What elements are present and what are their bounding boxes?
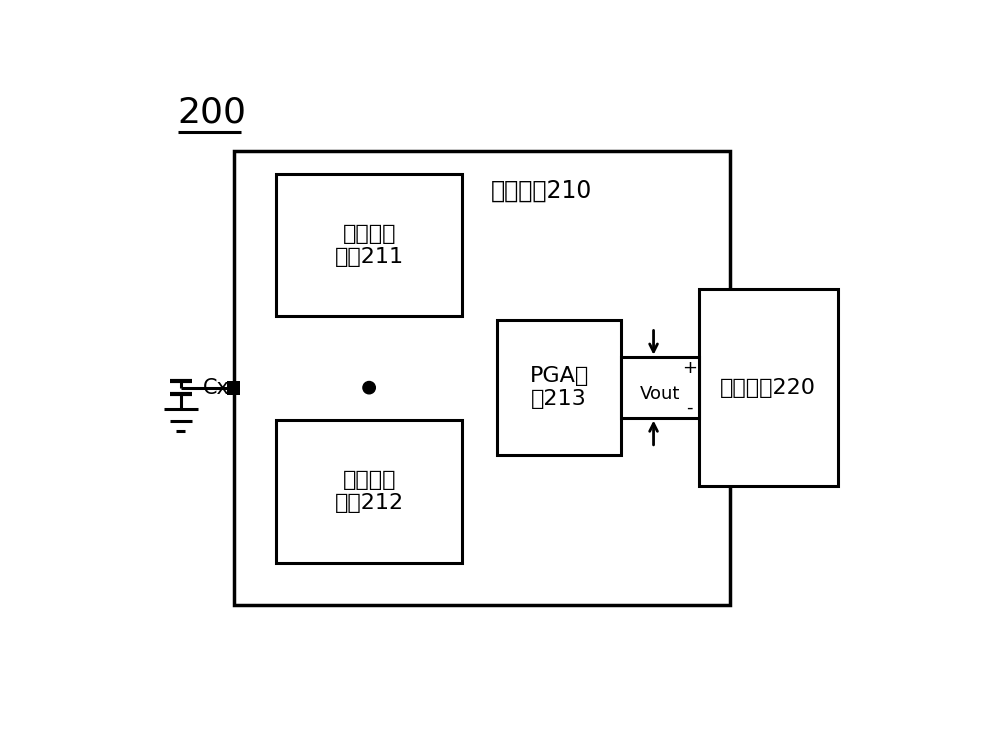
Bar — [276, 420, 462, 562]
Text: Cx: Cx — [202, 378, 229, 397]
Bar — [497, 320, 621, 455]
Text: -: - — [686, 399, 692, 417]
Bar — [276, 174, 462, 316]
Text: 200: 200 — [178, 95, 247, 129]
Text: 处理电路220: 处理电路220 — [720, 378, 816, 397]
Text: 第一驱动
电路211: 第一驱动 电路211 — [335, 224, 404, 267]
Text: Vout: Vout — [640, 385, 680, 403]
Text: +: + — [682, 359, 697, 376]
Text: 前端电路210: 前端电路210 — [490, 179, 592, 203]
Bar — [227, 381, 240, 394]
Text: 第一抵消
电路212: 第一抵消 电路212 — [335, 470, 404, 513]
Bar — [698, 289, 838, 486]
Bar — [234, 151, 730, 605]
Bar — [621, 357, 698, 418]
Circle shape — [363, 382, 375, 394]
Text: PGA电
路213: PGA电 路213 — [529, 366, 589, 409]
